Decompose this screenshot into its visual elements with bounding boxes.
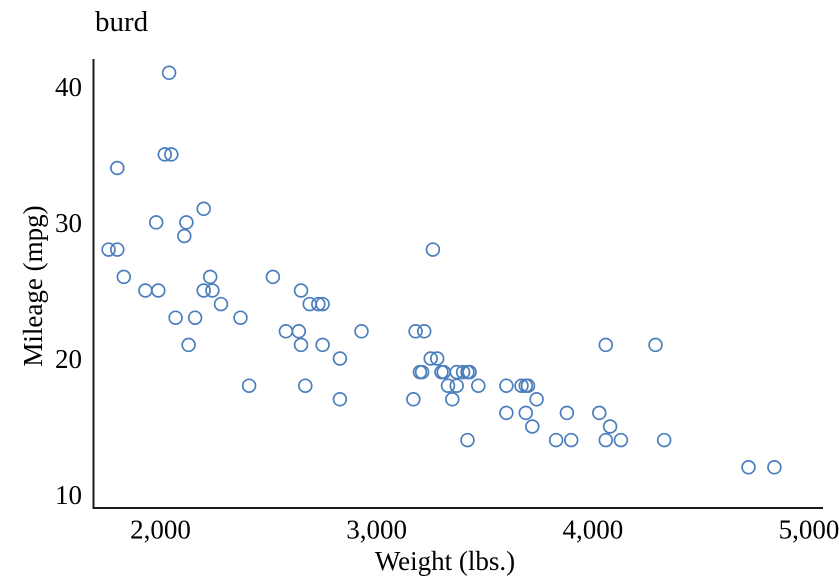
data-point — [202, 269, 218, 285]
data-point — [213, 296, 229, 312]
data-point — [406, 392, 421, 407]
data-point — [196, 283, 211, 298]
data-point — [332, 392, 348, 407]
data-point — [148, 215, 164, 230]
data-point — [291, 324, 307, 339]
data-point — [559, 405, 575, 421]
data-point — [425, 242, 441, 257]
data-point — [423, 351, 438, 366]
data-point — [548, 432, 564, 448]
data-point — [110, 242, 125, 257]
data-point — [161, 65, 177, 81]
data-point — [116, 269, 132, 285]
data-point — [332, 351, 348, 366]
data-point — [598, 337, 614, 353]
data-point — [598, 432, 614, 448]
data-point — [101, 242, 116, 257]
data-point — [293, 283, 309, 298]
data-point — [298, 378, 313, 393]
data-point — [315, 296, 330, 312]
data-point — [187, 310, 203, 325]
data-point — [164, 147, 179, 162]
data-point — [138, 283, 153, 298]
data-point — [613, 432, 629, 448]
data-point — [241, 378, 257, 393]
data-point — [471, 378, 486, 393]
data-point — [278, 324, 294, 339]
y-axis-label: Mileage (mpg) — [18, 205, 48, 366]
data-point — [449, 378, 464, 393]
data-point — [354, 324, 369, 339]
data-points-layer — [101, 65, 782, 475]
data-point — [414, 364, 430, 380]
data-point — [455, 364, 471, 380]
data-point — [499, 378, 514, 393]
data-point — [656, 432, 672, 448]
data-point — [462, 364, 477, 380]
data-point — [157, 147, 173, 162]
data-point — [179, 215, 194, 230]
x-tick-label: 5,000 — [779, 515, 839, 545]
data-point — [315, 337, 330, 353]
data-point — [520, 378, 536, 393]
data-point — [741, 460, 756, 475]
data-point — [518, 405, 534, 421]
data-point — [416, 324, 432, 339]
data-point — [460, 432, 475, 448]
data-point — [110, 160, 125, 176]
data-point — [529, 392, 544, 407]
data-point — [177, 228, 192, 244]
data-point — [311, 296, 326, 312]
data-point — [151, 283, 166, 298]
data-point — [205, 283, 220, 298]
data-point — [293, 337, 309, 353]
data-point — [602, 419, 618, 434]
data-point — [445, 392, 460, 407]
data-point — [563, 432, 579, 448]
y-axis-tick-labels: 10 20 30 40 — [55, 72, 82, 510]
x-tick-label: 3,000 — [346, 515, 407, 545]
data-point — [181, 337, 196, 353]
data-point — [514, 378, 529, 393]
data-point — [168, 310, 183, 325]
chart-title: burd — [95, 6, 149, 38]
y-tick-label: 40 — [55, 72, 82, 102]
data-point — [196, 201, 211, 217]
data-point — [408, 324, 423, 339]
data-point — [233, 310, 248, 325]
x-axis-tick-labels: 2,000 3,000 4,000 5,000 — [130, 515, 839, 545]
y-tick-label: 10 — [55, 480, 82, 510]
x-tick-label: 4,000 — [562, 515, 623, 545]
data-point — [648, 337, 663, 353]
x-axis-label: Weight (lbs.) — [375, 546, 515, 576]
x-tick-label: 2,000 — [130, 515, 191, 545]
data-point — [429, 351, 445, 366]
data-point — [440, 378, 456, 393]
y-tick-label: 20 — [55, 344, 82, 374]
data-point — [767, 460, 782, 475]
data-point — [592, 405, 607, 421]
y-tick-label: 30 — [55, 208, 82, 238]
data-point — [265, 269, 281, 285]
data-point — [499, 405, 514, 421]
data-point — [525, 419, 540, 434]
